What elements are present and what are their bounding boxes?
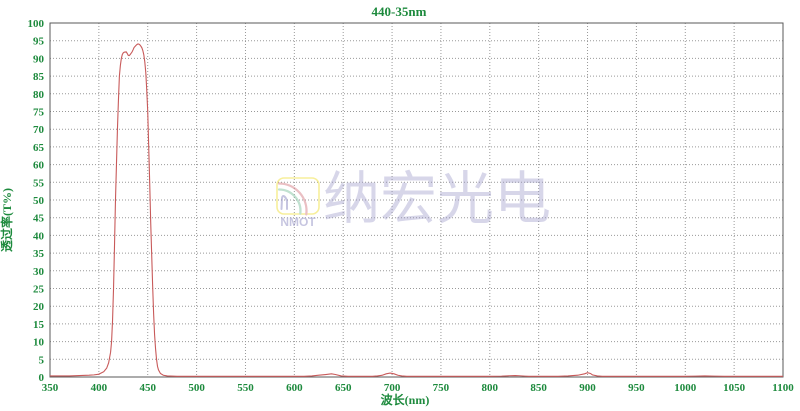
svg-text:850: 850 [530, 382, 547, 394]
svg-text:80: 80 [33, 89, 45, 101]
svg-text:55: 55 [33, 177, 45, 189]
svg-text:40: 40 [33, 230, 45, 242]
svg-text:750: 750 [433, 382, 450, 394]
svg-text:90: 90 [33, 53, 45, 65]
svg-text:35: 35 [33, 248, 45, 260]
svg-text:600: 600 [286, 382, 303, 394]
svg-text:30: 30 [33, 266, 45, 278]
svg-text:1100: 1100 [772, 382, 794, 394]
svg-text:450: 450 [139, 382, 156, 394]
svg-text:透过率(T%): 透过率(T%) [0, 188, 14, 252]
svg-text:25: 25 [33, 284, 45, 296]
svg-text:45: 45 [33, 213, 45, 225]
svg-text:NMOT: NMOT [280, 215, 316, 229]
svg-text:波长(nm): 波长(nm) [381, 392, 430, 407]
svg-text:100: 100 [28, 18, 45, 30]
svg-text:800: 800 [482, 382, 499, 394]
svg-text:20: 20 [33, 301, 45, 313]
svg-text:85: 85 [33, 71, 45, 83]
svg-text:15: 15 [33, 319, 45, 331]
svg-text:1000: 1000 [674, 382, 697, 394]
svg-text:950: 950 [628, 382, 645, 394]
svg-text:60: 60 [33, 160, 45, 172]
svg-text:75: 75 [33, 107, 45, 119]
svg-text:650: 650 [335, 382, 352, 394]
svg-text:440-35nm: 440-35nm [372, 4, 427, 19]
svg-text:纳宏光电: 纳宏光电 [323, 167, 551, 231]
svg-text:10: 10 [33, 337, 45, 349]
svg-text:900: 900 [579, 382, 596, 394]
svg-text:50: 50 [33, 195, 45, 207]
svg-text:400: 400 [91, 382, 108, 394]
svg-text:65: 65 [33, 142, 45, 154]
svg-text:70: 70 [33, 124, 45, 136]
svg-text:350: 350 [42, 382, 59, 394]
svg-text:5: 5 [39, 354, 45, 366]
svg-text:95: 95 [33, 36, 45, 48]
svg-text:1050: 1050 [723, 382, 746, 394]
svg-text:550: 550 [237, 382, 254, 394]
svg-text:500: 500 [188, 382, 205, 394]
